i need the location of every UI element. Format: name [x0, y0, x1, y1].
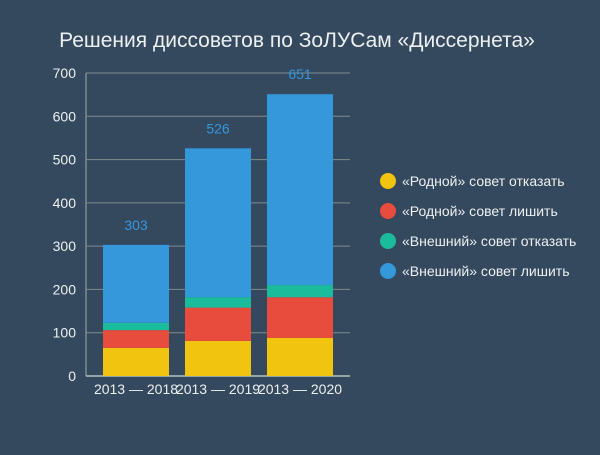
y-tick-label: 0 — [68, 368, 76, 384]
x-tick-label: 2013 — 2019 — [176, 381, 260, 397]
bar-segment — [103, 322, 169, 331]
bar-segment — [267, 337, 333, 376]
bar-segment — [185, 297, 251, 308]
x-tick-label: 2013 — 2020 — [258, 381, 342, 397]
x-tick-label: 2013 — 2018 — [94, 381, 178, 397]
legend-label: «Внешний» совет лишить — [402, 263, 570, 279]
total-label: 526 — [206, 120, 230, 136]
bar-segment — [267, 94, 333, 286]
bar-segment — [267, 297, 333, 338]
bar-segment — [267, 285, 333, 298]
bar-segment — [185, 340, 251, 376]
legend-marker — [380, 173, 396, 189]
y-tick-label: 200 — [53, 281, 77, 297]
total-label: 651 — [288, 66, 312, 82]
bar-segment — [185, 148, 251, 298]
y-tick-label: 100 — [53, 325, 77, 341]
legend-label: «Внешний» совет отказать — [402, 233, 576, 249]
total-label: 303 — [124, 217, 148, 233]
y-tick-label: 600 — [53, 108, 77, 124]
legend-marker — [380, 203, 396, 219]
legend-label: «Родной» совет отказать — [402, 173, 565, 189]
y-tick-label: 700 — [53, 65, 77, 81]
bar-segment — [185, 307, 251, 341]
y-tick-label: 500 — [53, 152, 77, 168]
bar-segment — [103, 330, 169, 348]
legend-marker — [380, 263, 396, 279]
bar-segment — [103, 347, 169, 376]
legend-label: «Родной» совет лишить — [402, 203, 558, 219]
y-tick-label: 300 — [53, 238, 77, 254]
y-tick-label: 400 — [53, 195, 77, 211]
bar-segment — [103, 244, 169, 323]
legend-marker — [380, 233, 396, 249]
chart-title: Решения диссоветов по ЗоЛУСам «Диссернет… — [59, 29, 535, 52]
